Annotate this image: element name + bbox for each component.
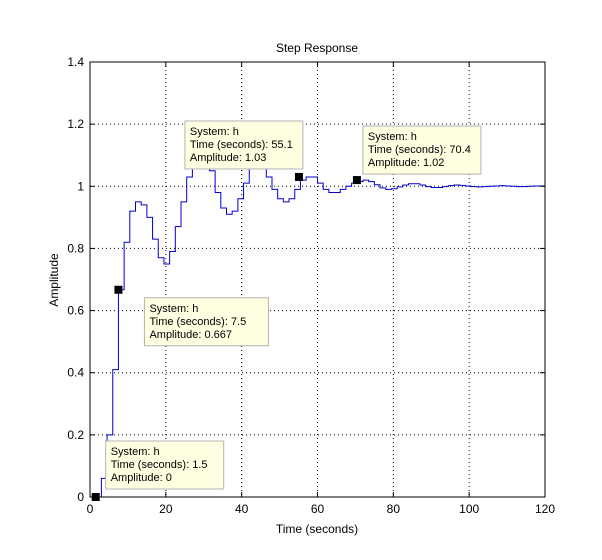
- ticks: 0 20 40 60 80 100 120 0 0.2 0.4 0.6 0.8 1 1.2 1.4: [67, 55, 555, 516]
- datatip-box: [184, 120, 304, 170]
- y-axis-label: Amplitude: [47, 253, 61, 307]
- y-tick-label: 0: [77, 490, 84, 504]
- plot-area: 0 20 40 60 80 100 120 0 0.2 0.4 0.6 0.8 1 1.2 1.4 Syst…: [67, 55, 555, 516]
- datatip-time: Time (seconds): 7.5: [149, 316, 246, 328]
- datatip-marker[interactable]: [114, 285, 123, 294]
- datatip-system: System: h: [149, 303, 198, 315]
- datatip-marker[interactable]: [294, 172, 303, 181]
- x-tick-label: 80: [387, 502, 401, 516]
- y-tick-label: 1.2: [67, 117, 84, 131]
- x-tick-label: 60: [311, 502, 325, 516]
- x-tick-label: 0: [87, 502, 94, 516]
- y-tick-label: 1: [77, 179, 84, 193]
- datatip-amplitude: Amplitude: 0: [111, 472, 172, 484]
- datatip-marker[interactable]: [352, 176, 361, 185]
- x-tick-label: 100: [459, 502, 479, 516]
- datatip-time: Time (seconds): 55.1: [190, 139, 293, 151]
- x-tick-label: 40: [235, 502, 249, 516]
- step-response-line: [90, 148, 546, 498]
- datatip-time: Time (seconds): 1.5: [111, 459, 208, 471]
- datatip-system: System: h: [111, 446, 160, 458]
- y-tick-label: 0.2: [67, 428, 84, 442]
- datatip-amplitude: Amplitude: 0.667: [149, 329, 232, 341]
- datatip-marker[interactable]: [91, 493, 100, 501]
- datatip-system: System: h: [368, 131, 417, 143]
- datatip-amplitude: Amplitude: 1.03: [190, 152, 266, 164]
- x-tick-label: 120: [535, 502, 555, 516]
- datatip-box: [143, 297, 269, 347]
- datatip-time: Time (seconds): 70.4: [368, 144, 471, 156]
- series-layer: [90, 148, 546, 498]
- x-tick-label: 20: [159, 502, 173, 516]
- y-tick-label: 1.4: [67, 55, 84, 69]
- datatip-amplitude: Amplitude: 1.02: [368, 157, 444, 169]
- datatip-box: [362, 125, 482, 175]
- datatip-system: System: h: [190, 126, 239, 138]
- y-tick-label: 0.6: [67, 304, 84, 318]
- datatip-box: [105, 440, 225, 490]
- y-tick-label: 0.4: [67, 366, 84, 380]
- x-axis-label: Time (seconds): [276, 522, 358, 536]
- chart-title: Step Response: [276, 41, 358, 55]
- y-tick-label: 0.8: [67, 241, 84, 255]
